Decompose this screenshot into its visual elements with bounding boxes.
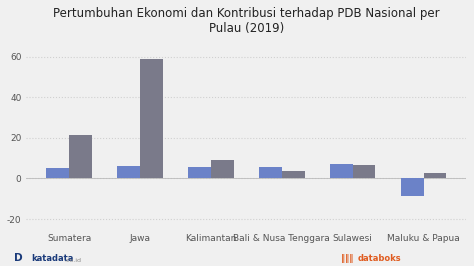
Bar <box>118 167 140 178</box>
Bar <box>188 167 211 178</box>
Text: ‖‖‖: ‖‖‖ <box>341 254 354 263</box>
Text: katadata: katadata <box>31 254 73 263</box>
Bar <box>69 135 92 178</box>
Text: .co.id: .co.id <box>64 258 81 263</box>
Bar <box>282 171 304 178</box>
Bar <box>353 165 375 178</box>
Bar <box>401 178 424 196</box>
Title: Pertumbuhan Ekonomi dan Kontribusi terhadap PDB Nasional per
Pulau (2019): Pertumbuhan Ekonomi dan Kontribusi terha… <box>53 7 440 35</box>
Bar <box>211 160 234 178</box>
Text: databoks: databoks <box>358 254 401 263</box>
Bar <box>424 173 447 178</box>
Bar <box>259 168 282 178</box>
Bar <box>140 59 163 178</box>
Bar <box>330 164 353 178</box>
Bar <box>46 168 69 178</box>
Text: D: D <box>14 253 23 263</box>
